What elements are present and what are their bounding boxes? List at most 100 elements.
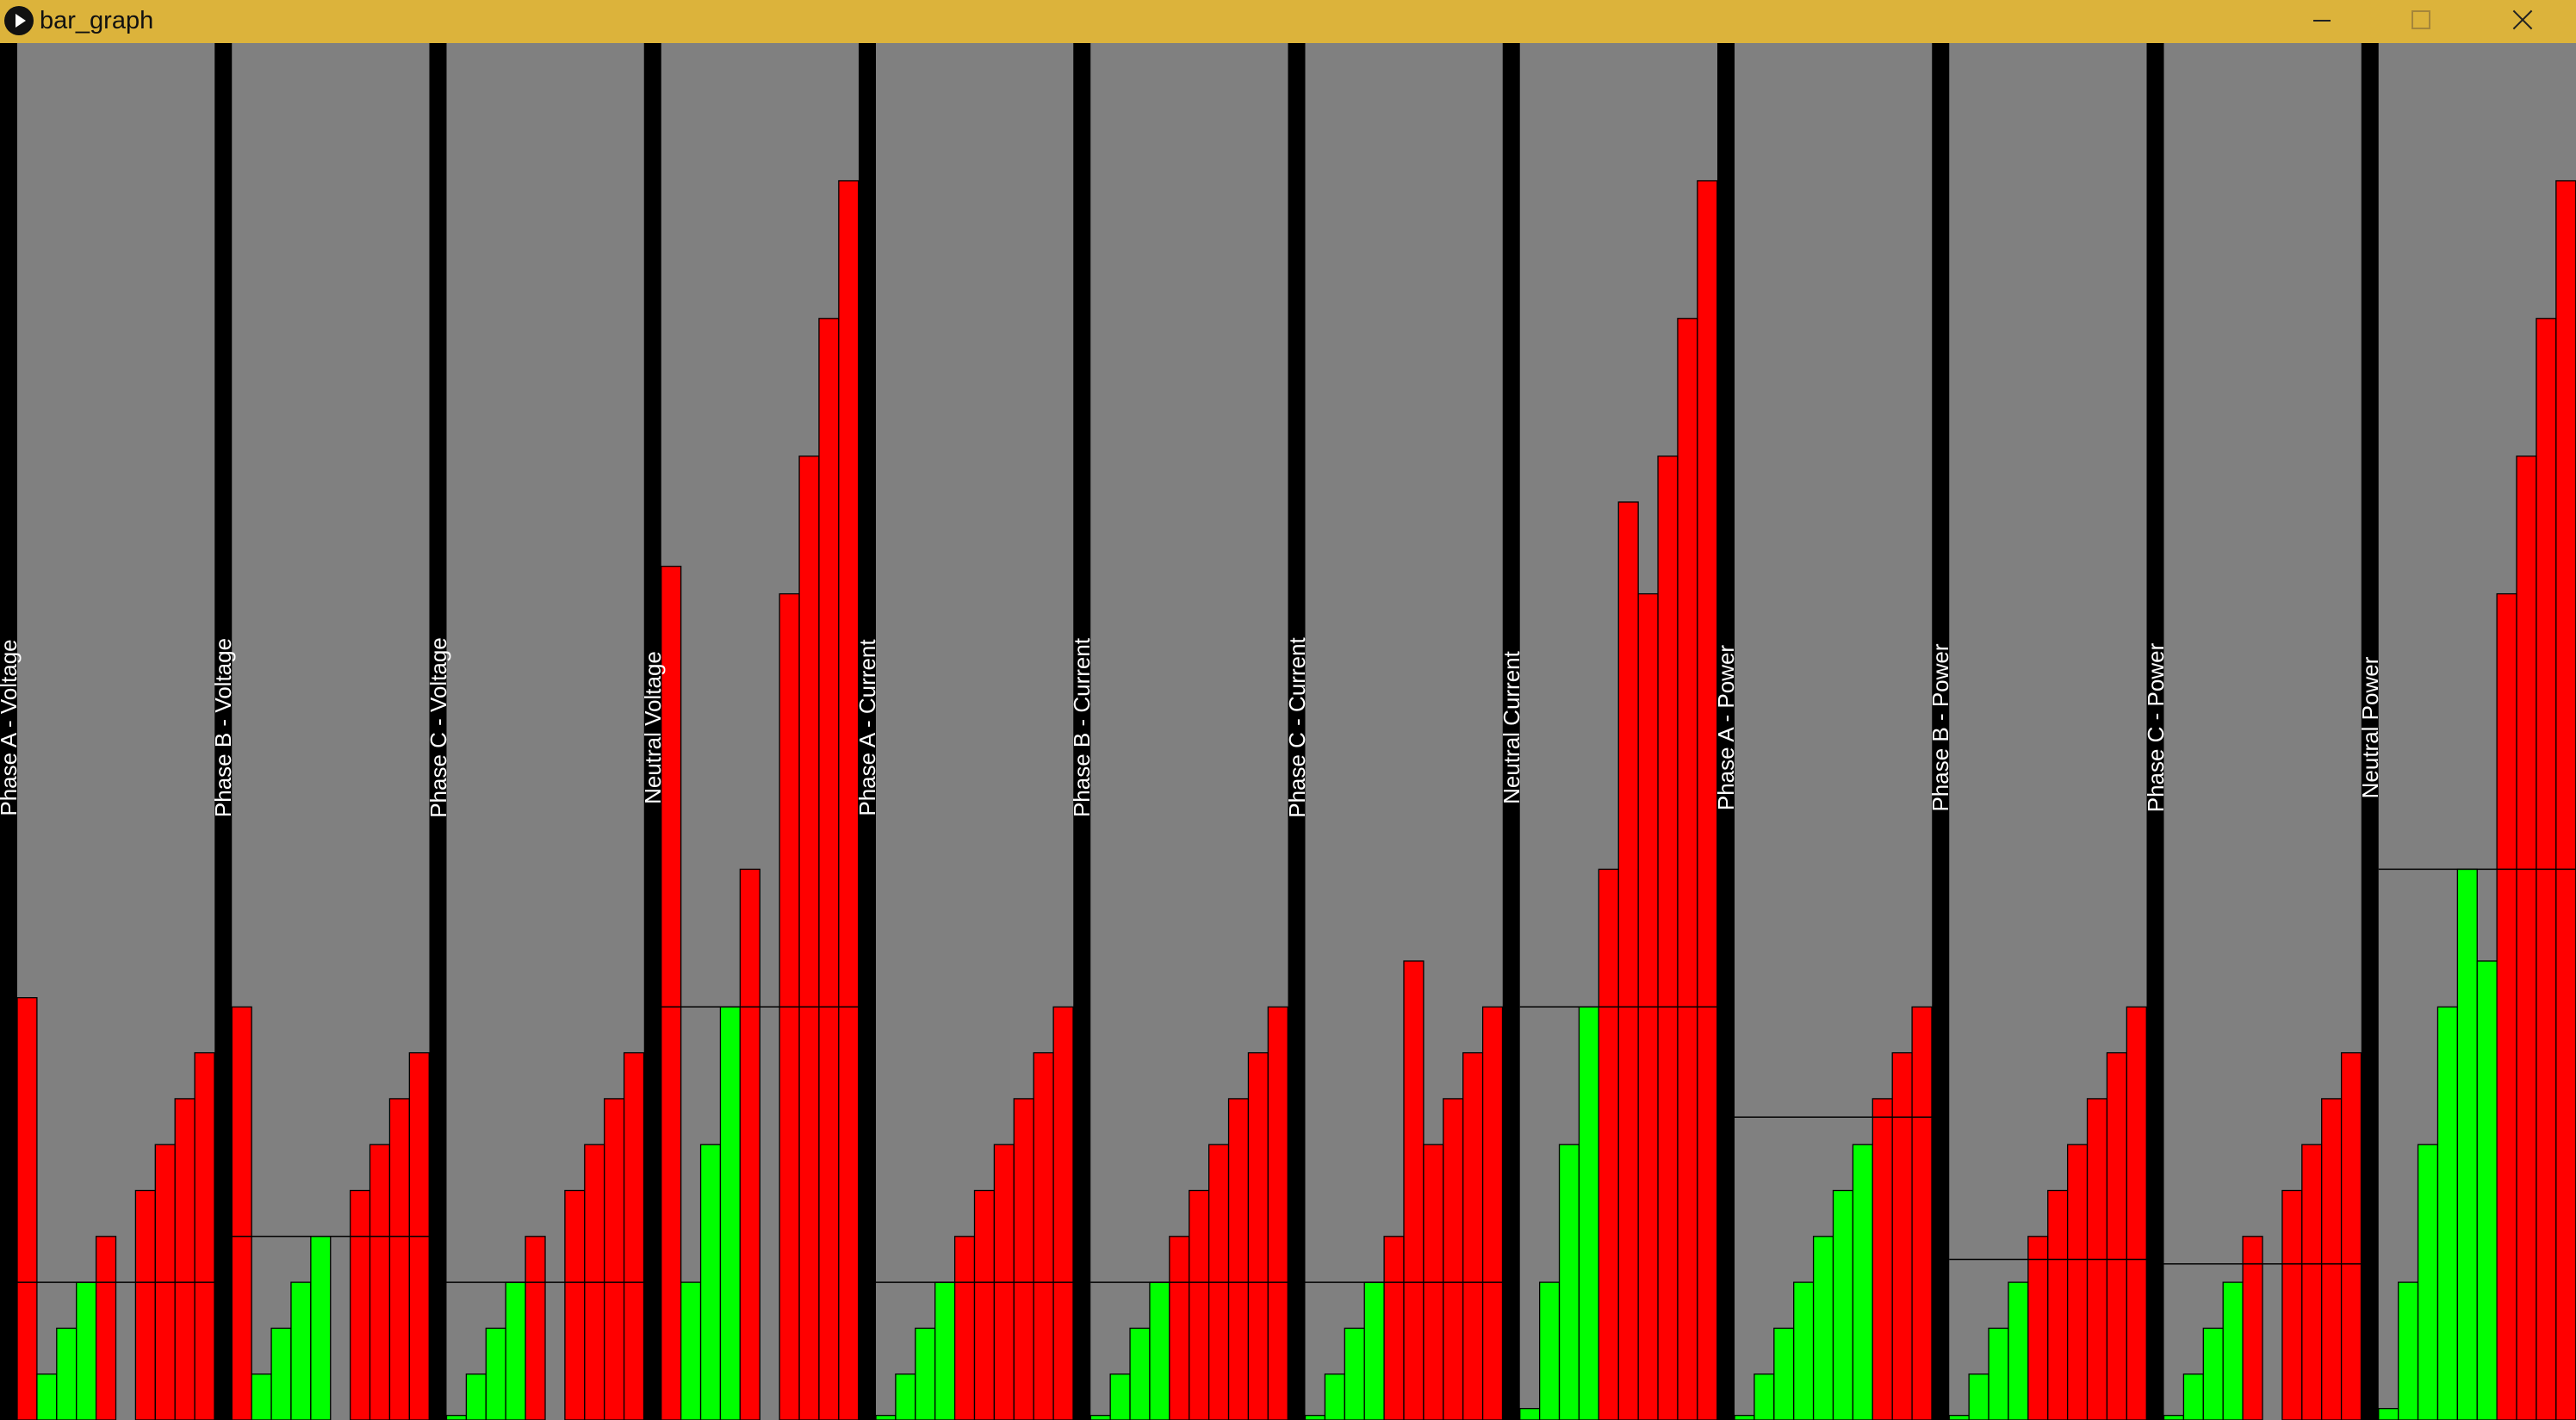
chart-bar	[1891, 1051, 1913, 1420]
chart-bar	[1558, 1144, 1580, 1420]
chart-bar	[2008, 1281, 2029, 1420]
chart-bar	[838, 180, 860, 1420]
chart-bar	[349, 1189, 371, 1420]
chart-bar	[76, 1281, 97, 1420]
chart-bar	[465, 1373, 487, 1420]
chart-bar	[1403, 960, 1425, 1420]
chart-bar	[739, 868, 760, 1420]
chart-bar	[2242, 1236, 2263, 1420]
chart-bar	[2340, 1051, 2362, 1420]
chart-bar	[1129, 1327, 1151, 1420]
chart-bar	[1852, 1144, 1873, 1420]
panel-separator	[859, 43, 876, 1420]
chart-bar	[2555, 180, 2576, 1420]
chart-bar	[485, 1327, 506, 1420]
chart-bar	[2222, 1281, 2244, 1420]
panel-separator	[2361, 43, 2379, 1420]
chart-bar	[2436, 1006, 2458, 1420]
chart-bar	[1598, 868, 1619, 1420]
chart-bar	[1754, 1373, 1775, 1420]
chart-bar	[1443, 1098, 1464, 1420]
chart-bar	[1697, 180, 1718, 1420]
chart-bar	[661, 565, 682, 1420]
chart-bar	[1267, 1006, 1288, 1420]
chart-bar	[875, 1415, 897, 1420]
chart-bar	[56, 1327, 78, 1420]
panel-separator	[0, 43, 17, 1420]
chart-bar	[2378, 1408, 2399, 1420]
chart-bar	[1481, 1006, 1504, 1420]
chart-bar	[2163, 1415, 2185, 1420]
chart-bar	[1383, 1236, 1405, 1420]
chart-bar	[934, 1281, 956, 1420]
chart-bar	[445, 1415, 468, 1420]
chart-bar	[1033, 1051, 1054, 1420]
bar-graph-canvas	[0, 43, 2576, 1420]
chart-bar	[1793, 1281, 1815, 1420]
chart-bar	[1773, 1327, 1795, 1420]
chart-bar	[2496, 592, 2517, 1420]
chart-bar	[1832, 1189, 1854, 1420]
chart-bar	[270, 1327, 292, 1420]
chart-bar	[1363, 1281, 1385, 1420]
chart-bar	[1812, 1236, 1834, 1420]
chart-bar	[36, 1373, 58, 1420]
chart-bar	[1578, 1006, 1599, 1420]
chart-bar	[1304, 1415, 1326, 1420]
panel-separator	[2146, 43, 2164, 1420]
chart-bar	[2027, 1236, 2049, 1420]
chart-bar	[174, 1098, 196, 1420]
maximize-button[interactable]	[2386, 0, 2455, 43]
panel-separator	[1288, 43, 1306, 1420]
close-button[interactable]	[2488, 0, 2557, 43]
chart-bar	[1189, 1189, 1210, 1420]
chart-bar	[2397, 1281, 2419, 1420]
chart-bar	[1734, 1415, 1755, 1420]
chart-bar	[2417, 1144, 2439, 1420]
chart-bar	[973, 1189, 996, 1420]
chart-bar	[525, 1236, 546, 1420]
chart-bar	[1169, 1236, 1190, 1420]
chart-bar	[1227, 1098, 1250, 1420]
panel-separator	[1502, 43, 1520, 1420]
chart-bar	[1948, 1415, 1970, 1420]
chart-bar	[2301, 1144, 2323, 1420]
chart-bar	[2106, 1051, 2127, 1420]
panel-separator	[643, 43, 661, 1420]
chart-bar	[2516, 456, 2537, 1420]
chart-bar	[2476, 960, 2498, 1420]
chart-bar	[1462, 1051, 1484, 1420]
chart-bar	[1324, 1373, 1345, 1420]
chart-bar	[895, 1373, 916, 1420]
chart-bar	[251, 1373, 272, 1420]
chart-bar	[1911, 1006, 1933, 1420]
chart-bar	[564, 1189, 586, 1420]
chart-bar	[290, 1281, 312, 1420]
chart-bar	[1344, 1327, 1365, 1420]
chart-bar	[604, 1098, 625, 1420]
chart-bar	[231, 1006, 252, 1420]
minimize-button[interactable]	[2287, 0, 2356, 43]
chart-bar	[1657, 456, 1679, 1420]
chart-bar	[194, 1051, 215, 1420]
chart-bar	[1539, 1281, 1561, 1420]
chart-bar	[1089, 1415, 1111, 1420]
chart-bar	[699, 1144, 722, 1420]
chart-bar	[2182, 1373, 2204, 1420]
chart-bar	[623, 1051, 645, 1420]
chart-bar	[1052, 1006, 1074, 1420]
chart-bar	[680, 1281, 702, 1420]
chart-bar	[1968, 1373, 1989, 1420]
panel-separator	[429, 43, 447, 1420]
chart-bar	[719, 1006, 742, 1420]
play-icon	[4, 6, 34, 35]
chart-bar	[2126, 1006, 2147, 1420]
chart-bar	[1013, 1098, 1034, 1420]
chart-bar	[2066, 1144, 2089, 1420]
chart-bar	[1871, 1098, 1893, 1420]
chart-bar	[798, 456, 820, 1420]
panel-separator	[1717, 43, 1735, 1420]
chart-bar	[1109, 1373, 1131, 1420]
chart-bar	[1988, 1327, 2009, 1420]
panel-separator	[1073, 43, 1091, 1420]
